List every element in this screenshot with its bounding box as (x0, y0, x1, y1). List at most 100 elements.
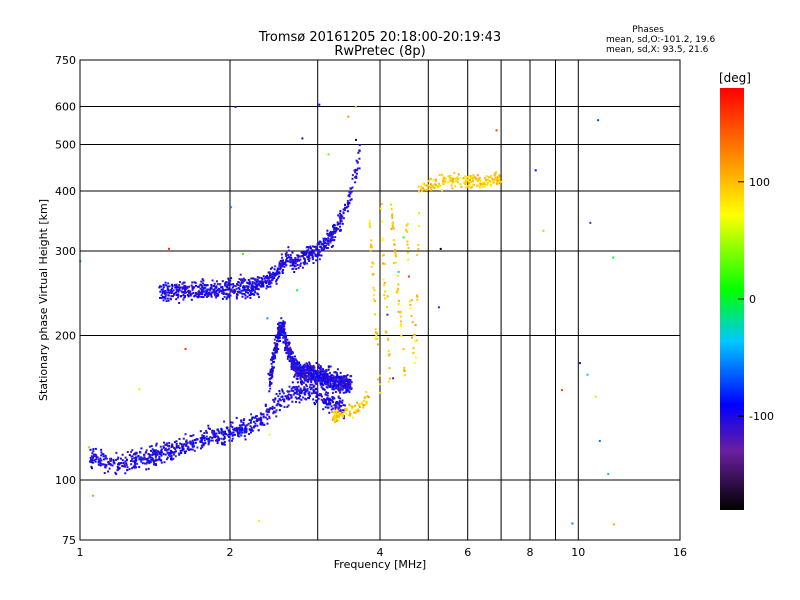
data-point (269, 371, 272, 374)
data-point (338, 410, 341, 413)
data-point (240, 279, 243, 282)
data-point (294, 367, 297, 369)
data-point (307, 246, 310, 249)
data-point (336, 368, 339, 371)
data-point (300, 390, 303, 393)
data-point (296, 378, 299, 380)
data-point (189, 440, 192, 443)
data-point (469, 175, 472, 177)
data-point (254, 279, 257, 282)
data-point (284, 341, 287, 344)
data-point (311, 374, 314, 377)
data-point (277, 348, 280, 350)
data-point (351, 406, 354, 409)
data-point (185, 291, 187, 294)
data-point (290, 387, 293, 390)
data-point (166, 456, 169, 459)
data-point (412, 334, 415, 337)
data-point (152, 461, 155, 464)
data-point (468, 179, 471, 181)
data-point (143, 462, 146, 465)
data-point (337, 382, 340, 385)
data-point (317, 252, 320, 255)
data-point (222, 434, 225, 437)
data-point (257, 288, 260, 291)
data-point (396, 291, 399, 294)
data-point (273, 274, 276, 277)
data-point (450, 179, 453, 182)
data-point (293, 355, 296, 358)
data-point (277, 323, 279, 326)
data-point (122, 462, 125, 465)
data-point (177, 286, 180, 289)
data-point (277, 267, 280, 270)
data-point (325, 394, 328, 397)
data-point (201, 286, 204, 289)
data-point (222, 289, 225, 292)
data-point (300, 373, 303, 375)
data-point (261, 423, 264, 426)
data-point (484, 177, 487, 180)
data-point (392, 227, 395, 230)
data-point (175, 446, 178, 449)
data-point (217, 294, 220, 297)
data-point (295, 258, 298, 261)
data-point (442, 180, 445, 183)
data-point (293, 265, 296, 268)
data-point (190, 441, 193, 444)
data-point (364, 396, 367, 399)
data-point (442, 183, 445, 186)
data-point (296, 361, 299, 364)
data-point (239, 273, 242, 276)
data-point (317, 253, 320, 256)
data-point (135, 466, 138, 469)
data-point (196, 446, 199, 449)
data-point (348, 410, 351, 413)
data-point (353, 169, 356, 172)
data-point (168, 454, 170, 456)
data-point (203, 432, 206, 435)
data-point (338, 212, 341, 215)
data-point (341, 409, 344, 412)
data-point (425, 184, 428, 187)
data-point (249, 425, 252, 428)
data-point (297, 385, 300, 388)
data-point (131, 467, 133, 470)
data-point (267, 411, 270, 414)
data-point (320, 379, 323, 381)
data-point (290, 368, 293, 371)
data-point (276, 270, 279, 273)
data-point (199, 287, 202, 290)
data-point (299, 378, 302, 381)
data-point (304, 260, 307, 263)
data-point (350, 187, 352, 190)
data-point (235, 416, 238, 419)
data-point (462, 177, 465, 180)
data-point (290, 356, 293, 359)
data-point (338, 402, 341, 405)
data-point (191, 281, 194, 284)
data-point (297, 266, 300, 269)
data-point (317, 366, 320, 368)
data-point (346, 381, 349, 384)
data-point (338, 400, 341, 403)
data-point (341, 215, 344, 218)
data-point (438, 173, 441, 176)
data-point (347, 115, 350, 118)
data-point (164, 297, 167, 300)
data-point (486, 182, 489, 185)
data-point (224, 431, 227, 434)
data-point (185, 287, 188, 290)
data-point (308, 259, 311, 262)
data-point (215, 289, 218, 292)
data-point (339, 397, 342, 400)
y-tick-label: 100 (55, 474, 76, 487)
data-point (346, 199, 349, 202)
data-point (337, 377, 340, 379)
data-point (281, 324, 284, 327)
data-point (174, 292, 177, 294)
data-point (215, 286, 218, 289)
data-point (339, 410, 342, 413)
data-point (437, 306, 440, 309)
data-point (233, 433, 236, 436)
